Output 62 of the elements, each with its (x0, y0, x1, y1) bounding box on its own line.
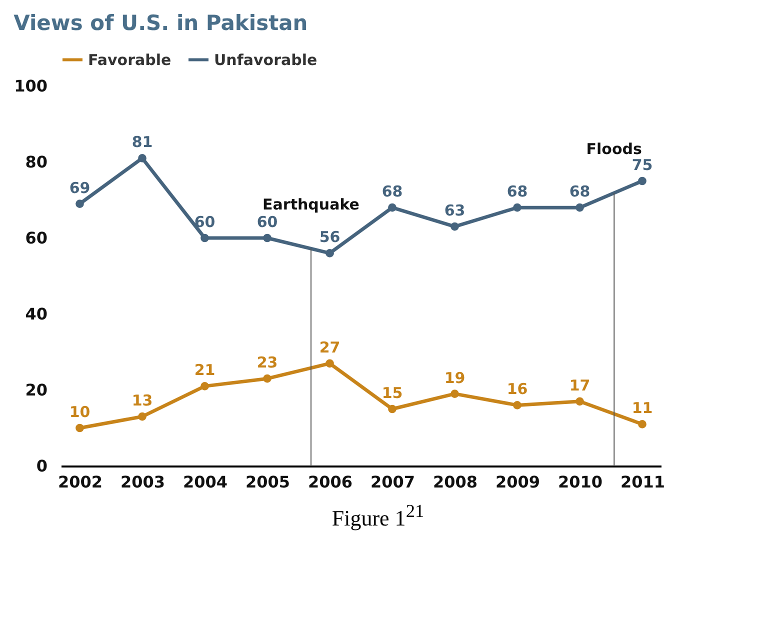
legend-label: Unfavorable (214, 50, 318, 69)
point (450, 222, 459, 231)
data-label: 21 (194, 361, 216, 380)
x-tick-label: 2011 (620, 472, 666, 492)
point (576, 203, 584, 212)
data-label: 75 (632, 156, 653, 174)
y-tick-label: 60 (25, 228, 48, 248)
point (326, 359, 334, 368)
data-label: 23 (256, 354, 278, 372)
x-tick-label: 2004 (182, 472, 228, 492)
y-tick-label: 20 (25, 380, 48, 400)
point (138, 412, 146, 421)
x-tick-label: 2008 (432, 472, 478, 492)
y-tick-label: 0 (36, 456, 48, 476)
point (388, 203, 396, 212)
point (513, 203, 522, 212)
data-label: 56 (319, 228, 340, 246)
point (263, 374, 272, 383)
data-label: 19 (444, 368, 466, 387)
y-tick-label: 80 (25, 152, 48, 172)
x-tick-label: 2006 (308, 472, 353, 492)
point (138, 154, 146, 162)
data-label: 81 (132, 133, 153, 152)
ref-line-label: Earthquake (262, 196, 360, 214)
data-label: 68 (382, 182, 403, 201)
point (76, 424, 84, 432)
y-tick-label: 40 (25, 304, 48, 324)
point (76, 200, 84, 208)
x-tick-label: 2005 (245, 472, 290, 492)
point (388, 404, 396, 414)
point (200, 234, 209, 242)
point (638, 420, 646, 428)
data-label: 68 (506, 182, 528, 201)
data-label: 60 (256, 213, 278, 231)
x-tick-label: 2003 (120, 472, 166, 492)
point (326, 249, 334, 258)
data-label: 11 (632, 399, 653, 418)
x-tick-label: 2007 (370, 472, 416, 492)
point (200, 382, 209, 390)
data-label: 13 (132, 392, 153, 410)
x-tick-label: 2002 (58, 472, 103, 492)
x-tick-label: 2010 (558, 472, 603, 492)
legend-label: Favorable (88, 50, 172, 69)
data-label: 16 (506, 380, 528, 398)
data-label: 68 (569, 182, 590, 201)
point (450, 390, 459, 398)
y-tick-label: 100 (14, 76, 48, 96)
data-label: 10 (69, 403, 90, 421)
data-label: 69 (69, 178, 90, 197)
data-label: 17 (569, 376, 590, 394)
caption: Figure 1$^{21}$ (330, 501, 426, 532)
ref-line-label: Floods (586, 140, 642, 158)
data-label: 15 (382, 384, 403, 402)
point (263, 234, 272, 242)
chart-title: Views of U.S. in Pakistan (14, 11, 308, 35)
data-label: 60 (194, 213, 216, 231)
x-tick-label: 2009 (495, 472, 540, 492)
point (638, 176, 646, 186)
data-label: 63 (444, 202, 466, 220)
data-label: 27 (319, 338, 340, 356)
point (513, 401, 522, 410)
point (576, 397, 584, 406)
